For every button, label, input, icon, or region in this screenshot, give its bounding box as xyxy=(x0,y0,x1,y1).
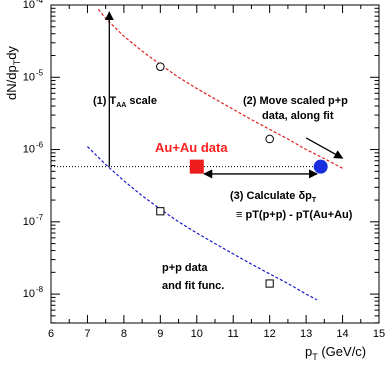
taa-suffix: scale xyxy=(126,95,157,107)
x-tick-label: 11 xyxy=(228,328,239,340)
plot-frame xyxy=(51,5,379,323)
x-tick-label: 15 xyxy=(373,328,385,340)
pp-label-line1: p+p data xyxy=(162,262,208,274)
calc-subscript: T xyxy=(312,197,317,204)
calc-annotation-line2: ≡ pT(p+p) - pT(Au+Au) xyxy=(236,209,353,221)
arrow-move xyxy=(306,138,342,158)
y-tick-label-exponent: -7 xyxy=(36,213,44,222)
y-tick-label-exponent: -6 xyxy=(36,141,44,150)
y-tick-label-exponent: -5 xyxy=(36,68,44,77)
y-tick-label: 10 xyxy=(23,71,35,83)
y-tick-label: 10 xyxy=(23,0,35,11)
axis-ticks xyxy=(51,5,379,323)
x-axis-main: p xyxy=(305,344,312,359)
x-tick-label: 12 xyxy=(264,328,276,340)
x-tick-label: 8 xyxy=(121,328,127,340)
move-annotation-line1: (2) Move scaled p+p xyxy=(243,95,348,107)
taa-subscript: AA xyxy=(116,102,126,109)
pp-label-line2: and fit func. xyxy=(162,280,224,292)
calc-prefix: (3) Calculate δp xyxy=(230,190,312,202)
point-0-0 xyxy=(157,208,164,215)
point-2-0 xyxy=(190,160,204,174)
y-tick-label-exponent: -8 xyxy=(36,285,44,294)
y-tick-label-exponent: -4 xyxy=(36,0,44,5)
y-axis-tail: dy xyxy=(4,46,19,60)
y-tick-label: 10 xyxy=(23,216,35,228)
x-axis-unit: (GeV/c) xyxy=(318,344,366,359)
point-0-1 xyxy=(266,280,273,287)
y-axis-title: dN/dpTdy xyxy=(4,46,22,100)
y-axis-main: dN/dp xyxy=(4,65,19,100)
taa-annotation: (1) TAA scale xyxy=(93,95,157,109)
x-tick-label: 7 xyxy=(84,328,90,340)
move-annotation-line2: data, along fit xyxy=(262,110,334,122)
point-3-0 xyxy=(314,160,328,174)
x-tick-label: 10 xyxy=(191,328,203,340)
x-tick-label: 13 xyxy=(300,328,312,340)
calc-annotation-line1: (3) Calculate δpT xyxy=(230,190,317,204)
y-tick-label: 10 xyxy=(23,144,35,156)
y-tick-label: 10 xyxy=(23,288,35,300)
point-1-1 xyxy=(266,135,274,143)
x-tick-label: 14 xyxy=(336,328,348,340)
x-tick-label: 9 xyxy=(157,328,163,340)
point-1-0 xyxy=(157,63,165,71)
taa-prefix: (1) T xyxy=(93,95,117,107)
x-tick-label: 6 xyxy=(48,328,54,340)
auau-label: Au+Au data xyxy=(155,140,228,155)
x-axis-title: pT (GeV/c) xyxy=(305,344,366,362)
